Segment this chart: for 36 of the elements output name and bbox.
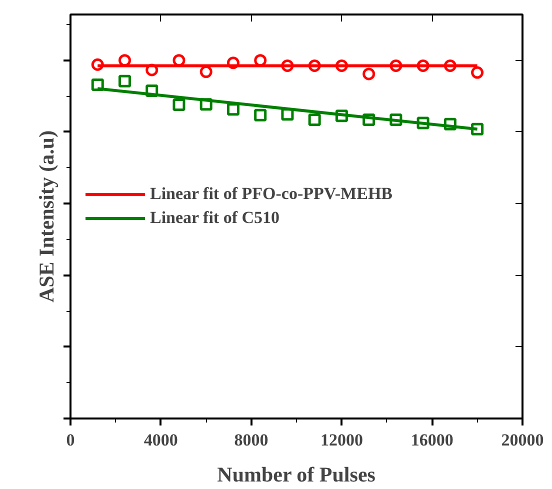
point [146, 84, 158, 98]
point [172, 98, 186, 112]
point [281, 108, 294, 121]
x-tick-label: 20000 [501, 430, 544, 450]
point [390, 59, 402, 72]
point [281, 59, 294, 72]
point [200, 66, 212, 78]
point [444, 118, 456, 130]
x-tick-label: 4000 [144, 430, 178, 450]
legend-label: Linear fit of C510 [150, 208, 280, 228]
point [444, 59, 456, 72]
point [362, 114, 376, 126]
point [226, 56, 240, 70]
point [362, 68, 376, 80]
point [254, 108, 267, 122]
x-tick-label: 16000 [410, 430, 454, 450]
x-axis-title: Number of Pulses [217, 462, 376, 486]
point [335, 59, 348, 72]
point [416, 116, 430, 130]
point [118, 74, 131, 88]
legend-label: Linear fit of PFO-co-PPV-MEHB [150, 184, 393, 204]
point [308, 114, 321, 126]
point [390, 114, 402, 126]
point [91, 58, 104, 71]
point [471, 122, 484, 136]
point [226, 103, 240, 116]
x-tick-label: 0 [66, 430, 75, 450]
point [308, 59, 321, 72]
x-tick-label: 8000 [234, 430, 268, 450]
point [416, 59, 430, 72]
x-tick-label: 12000 [320, 430, 363, 450]
point [200, 98, 212, 111]
point [335, 110, 348, 122]
point [471, 66, 484, 79]
y-axis-title: ASE Intensity (a.u) [34, 130, 58, 303]
point [91, 78, 104, 91]
